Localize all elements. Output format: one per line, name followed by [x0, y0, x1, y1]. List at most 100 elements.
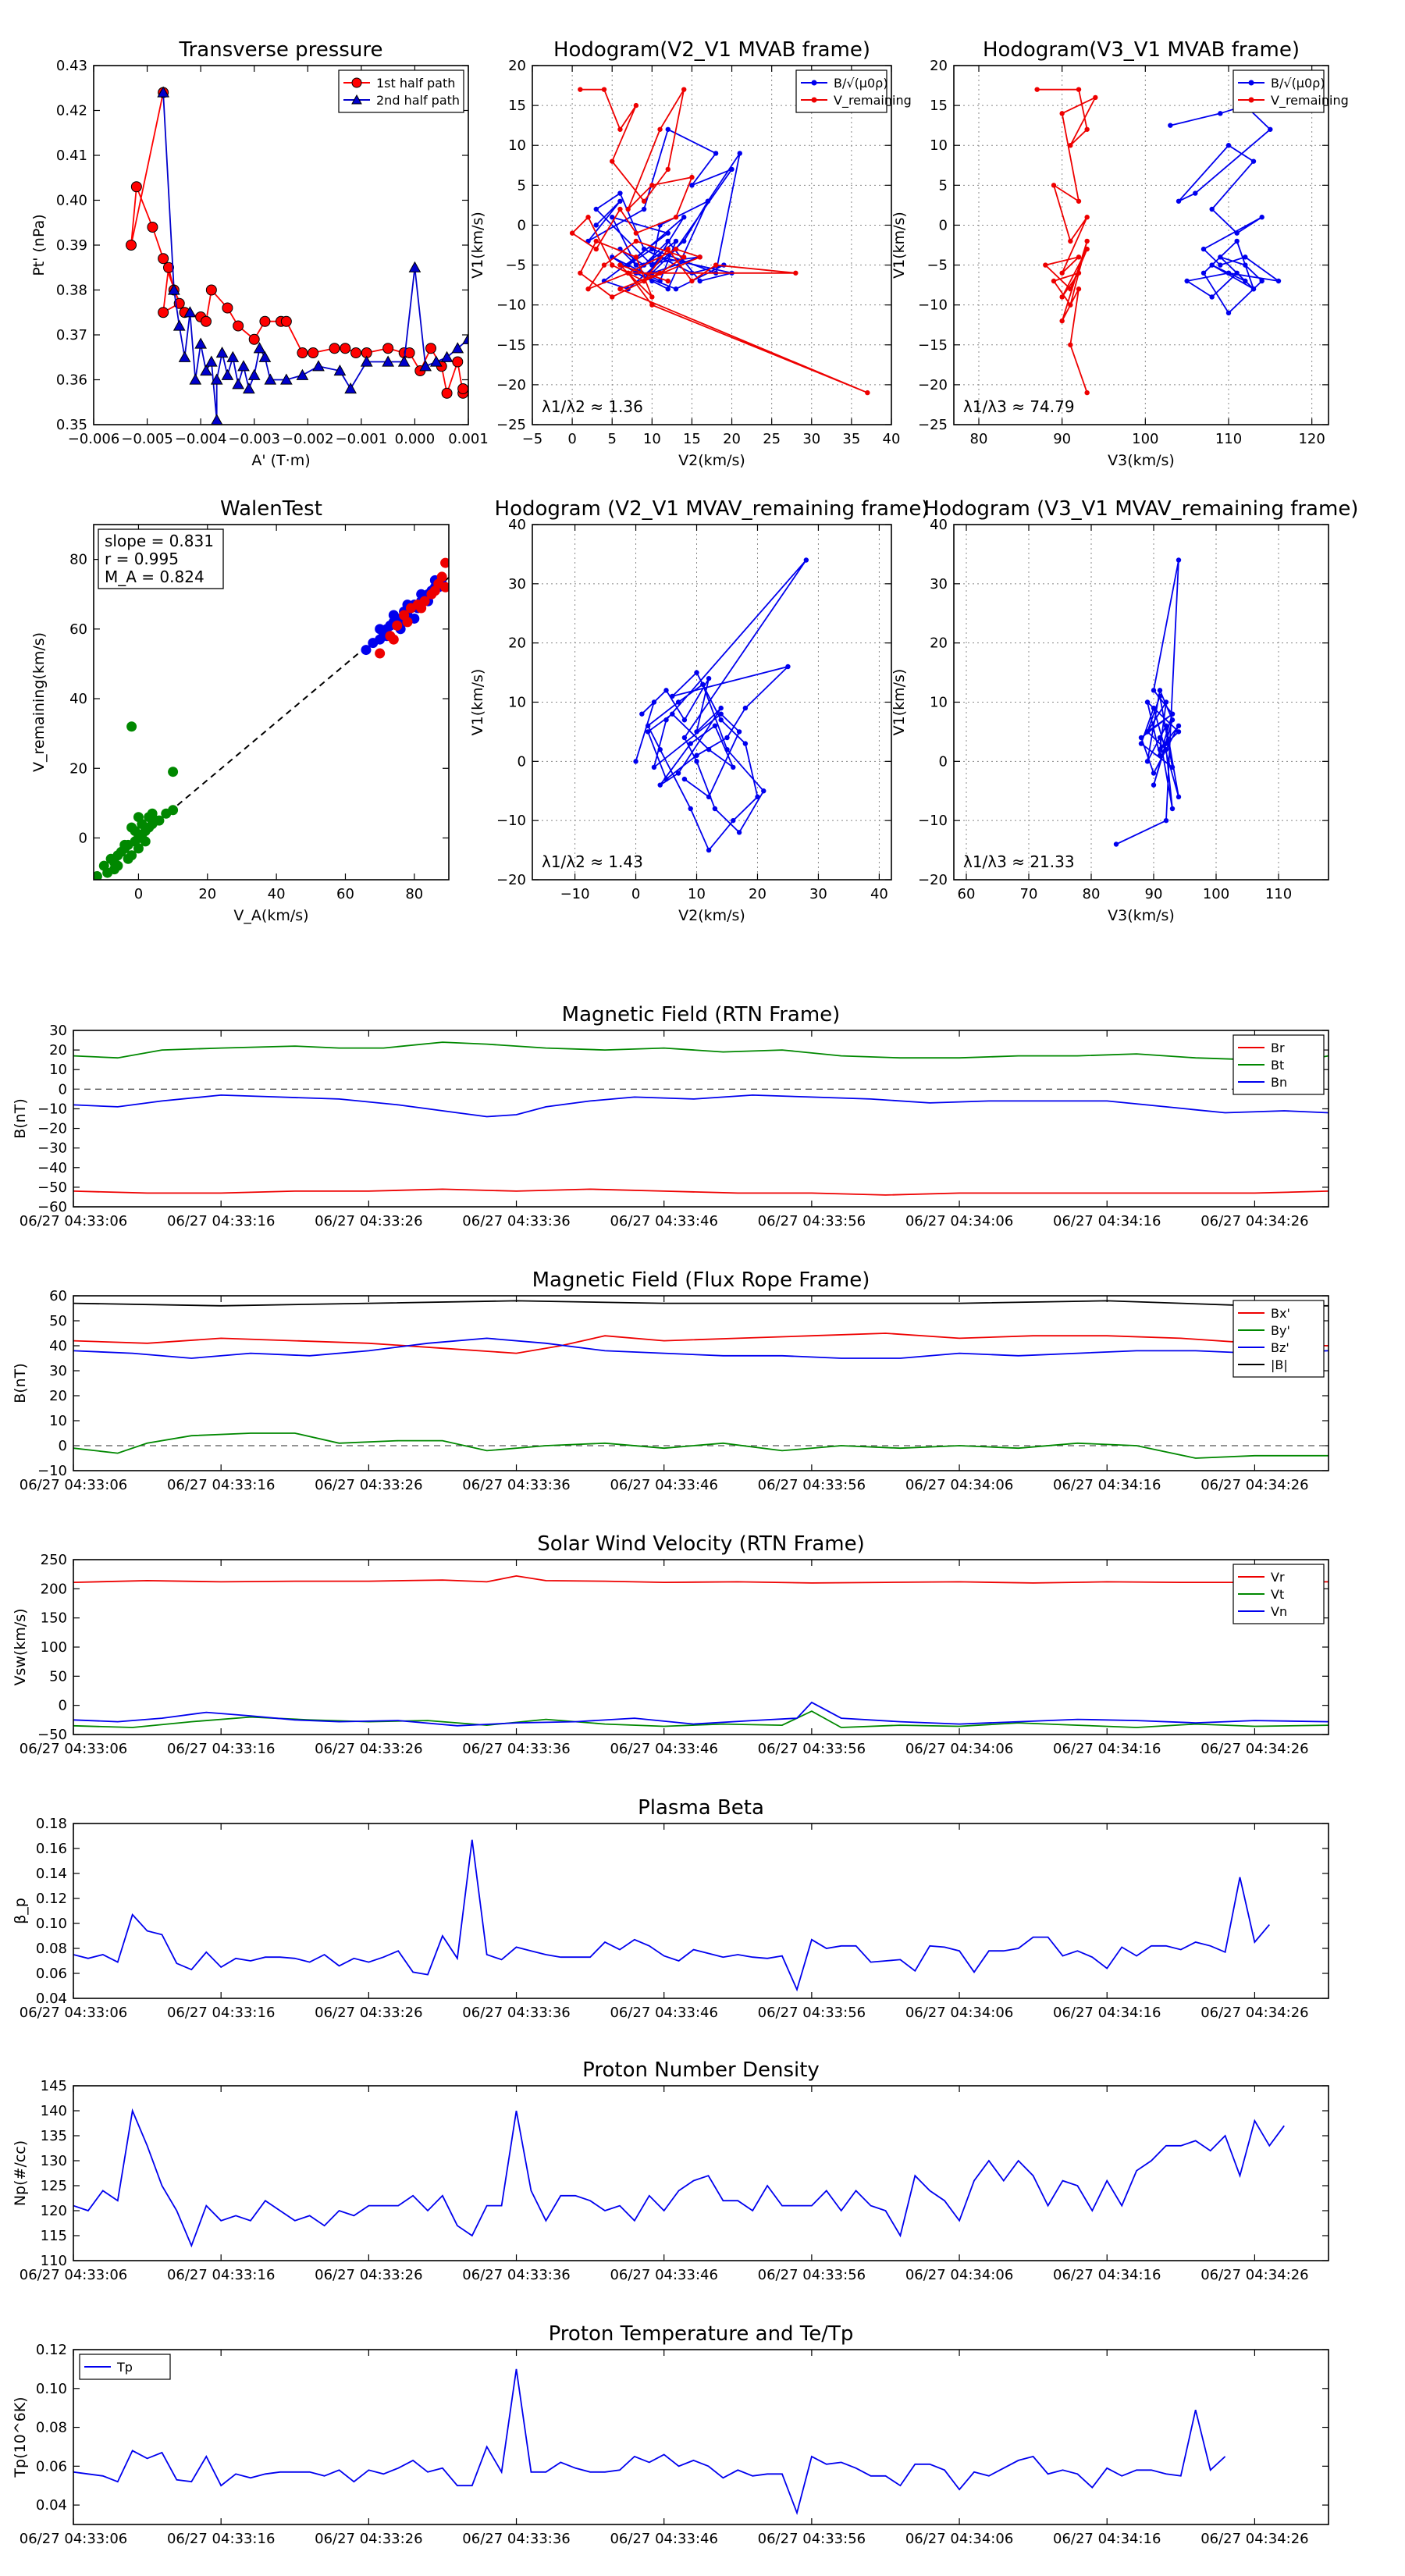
- data-point: [706, 675, 712, 681]
- x-tick-label: 06/27 04:34:26: [1200, 1213, 1308, 1229]
- x-tick-label: 06/27 04:34:26: [1200, 2267, 1308, 2283]
- plot-frame: [73, 2349, 1329, 2525]
- y-tick-label: 0: [939, 753, 948, 770]
- data-point: [657, 126, 663, 132]
- y-tick-label: −30: [37, 1140, 67, 1157]
- data-point: [1169, 711, 1176, 717]
- y-tick-label: 60: [69, 621, 87, 638]
- y-tick-label: 50: [49, 1313, 67, 1329]
- x-tick-label: 06/27 04:34:16: [1053, 2267, 1161, 2283]
- legend-marker: [811, 80, 817, 86]
- data-point: [665, 230, 670, 236]
- x-axis-label: V2(km/s): [678, 452, 745, 469]
- y-tick-label: 140: [41, 2103, 67, 2119]
- data-point: [694, 670, 699, 675]
- chart-magnetic-field-fluxrope: Magnetic Field (Flux Rope Frame) 06/27 04…: [12, 1268, 1329, 1493]
- stats-line: slope = 0.831: [105, 532, 214, 550]
- series-line-Vn: [73, 1701, 1329, 1727]
- plot-area: [73, 1574, 1329, 1728]
- x-tick-label: 90: [1145, 886, 1163, 902]
- data-point: [147, 808, 158, 819]
- data-point: [200, 364, 212, 376]
- x-tick-label: 06/27 04:33:46: [610, 2531, 717, 2547]
- x-tick-label: 0.000: [395, 431, 436, 447]
- x-tick-label: 80: [405, 886, 423, 902]
- y-tick-label: −20: [37, 1121, 67, 1137]
- data-point: [593, 206, 599, 212]
- x-tick-label: 06/27 04:33:16: [167, 2531, 275, 2547]
- chart-title: WalenTest: [220, 497, 322, 521]
- legend-label: Vn: [1271, 1604, 1287, 1619]
- data-point: [681, 254, 687, 260]
- data-point: [408, 261, 422, 272]
- data-point: [1163, 817, 1169, 824]
- series-line-Vr: [73, 1574, 1329, 1584]
- data-point: [665, 278, 670, 284]
- y-tick-label: 40: [930, 517, 948, 533]
- data-point: [1250, 286, 1257, 292]
- data-point: [205, 355, 218, 367]
- y-tick-label: 10: [49, 1062, 67, 1078]
- x-tick-label: 110: [1215, 431, 1242, 447]
- x-tick-label: 20: [749, 886, 767, 902]
- chart-title: Solar Wind Velocity (RTN Frame): [537, 1532, 864, 1556]
- data-point: [1218, 262, 1223, 268]
- plot-area: [94, 557, 449, 880]
- data-point: [1076, 198, 1082, 204]
- series-line-B: [1115, 560, 1180, 845]
- data-point: [649, 278, 655, 284]
- data-point: [641, 206, 647, 212]
- data-point: [665, 286, 670, 292]
- data-point: [665, 238, 670, 244]
- y-tick-label: 60: [49, 1288, 67, 1304]
- x-tick-label: 06/27 04:34:06: [905, 1213, 1013, 1229]
- x-tick-label: 06/27 04:33:46: [610, 2005, 717, 2021]
- data-point: [697, 278, 702, 284]
- data-point: [297, 347, 308, 358]
- data-point: [585, 286, 591, 292]
- data-point: [126, 822, 137, 833]
- y-axis-label: Vsw(km/s): [12, 1608, 29, 1685]
- x-tick-label: 80: [970, 431, 988, 447]
- x-tick-label: 06/27 04:34:16: [1053, 1741, 1161, 1757]
- x-tick-label: 0: [134, 886, 143, 902]
- y-tick-label: 0.10: [36, 1916, 67, 1932]
- y-tick-label: 20: [508, 635, 526, 652]
- data-point: [1209, 206, 1215, 212]
- data-point: [173, 319, 186, 331]
- data-point: [1076, 270, 1082, 276]
- chart-plasma-beta: Plasma Beta 06/27 04:33:06 06/27 04:33:16 0…: [12, 1796, 1329, 2021]
- data-point: [248, 333, 260, 345]
- data-point: [785, 664, 791, 670]
- data-point: [402, 617, 413, 628]
- x-tick-label: 06/27 04:34:26: [1200, 2531, 1308, 2547]
- data-point: [462, 333, 468, 344]
- data-point: [681, 776, 688, 782]
- data-point: [158, 307, 169, 318]
- data-point: [1076, 286, 1082, 292]
- x-tick-label: 10: [688, 886, 706, 902]
- data-point: [1084, 126, 1090, 132]
- y-tick-label: −15: [496, 337, 526, 354]
- series-line-Br: [73, 1188, 1329, 1196]
- chart-title: Proton Temperature and Te/Tp: [549, 2322, 854, 2346]
- x-tick-label: −0.001: [336, 431, 388, 447]
- eigenvalue-ratio: λ1/λ3 ≈ 74.79: [963, 397, 1075, 416]
- y-tick-label: 10: [930, 137, 948, 154]
- series-line-Vt: [73, 1710, 1329, 1728]
- series-line-By': [73, 1432, 1329, 1459]
- legend-label: B/√(μ0ρ): [1271, 76, 1325, 91]
- data-point: [670, 711, 675, 717]
- y-tick-label: 0.06: [36, 1966, 67, 1982]
- chart-solar-wind-velocity: Solar Wind Velocity (RTN Frame) 06/27 04:…: [12, 1532, 1329, 1757]
- data-point: [388, 634, 399, 645]
- y-tick-label: 30: [49, 1023, 67, 1039]
- data-point: [641, 246, 647, 252]
- data-point: [109, 864, 120, 875]
- data-point: [633, 254, 639, 260]
- data-point: [1113, 841, 1119, 847]
- chart-transverse-pressure: Transverse pressure−0.006 −0.005 −0.004 −0.…: [30, 38, 489, 469]
- legend-label: 1st half path: [376, 76, 455, 91]
- data-point: [1084, 215, 1090, 220]
- x-tick-label: 06/27 04:34:16: [1053, 2531, 1161, 2547]
